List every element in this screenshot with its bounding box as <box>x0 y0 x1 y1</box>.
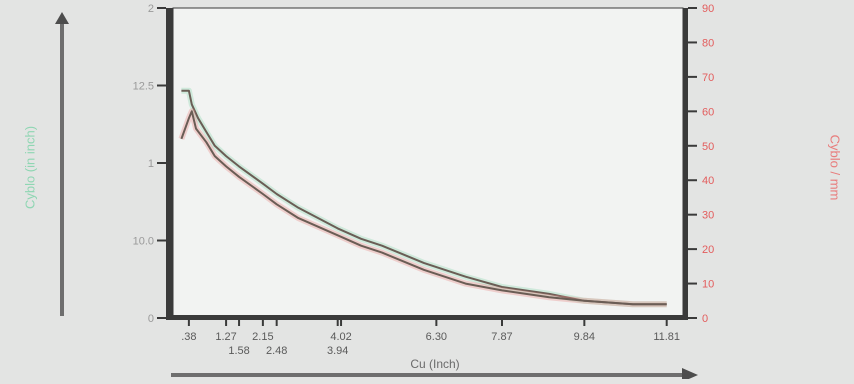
series-line <box>180 110 667 306</box>
plot-area <box>172 7 684 319</box>
x-tick-label: 9.84 <box>574 331 595 343</box>
x-tick-label: 2.15 <box>252 331 273 343</box>
right-frame-bar <box>683 8 688 318</box>
left-tick-label: 10.0 <box>133 236 154 248</box>
x-tick-label: 2.48 <box>266 345 287 357</box>
right-tick-label: 60 <box>702 106 714 118</box>
x-tick-label: 3.94 <box>327 345 348 357</box>
x-tick-label: 6.30 <box>426 331 447 343</box>
right-tick-label: 30 <box>702 210 714 222</box>
left-y-ticks: 0 10.0 1 12.5 2 <box>133 3 166 325</box>
x-tick-label: .38 <box>181 331 196 343</box>
bottom-axis-bar <box>171 373 686 377</box>
x-tick-label: 7.87 <box>491 331 512 343</box>
left-tick-label: 2 <box>148 3 154 15</box>
bottom-axis-arrow-icon <box>682 368 698 382</box>
x-tick-label: 11.81 <box>653 331 680 343</box>
series-layer <box>178 87 667 308</box>
right-tick-label: 0 <box>702 313 708 325</box>
right-tick-label: 40 <box>702 175 714 187</box>
x-ticks: .38 1.27 2.15 4.02 6.30 7.87 9.84 11.81 1.58 2.48… <box>181 318 680 357</box>
x-tick-label: 1.27 <box>215 331 236 343</box>
left-tick-label: 12.5 <box>133 81 154 93</box>
bottom-frame-bar <box>166 315 688 320</box>
y-axis-right-title: Cyblo / mm <box>827 134 843 201</box>
right-tick-label: 10 <box>702 279 714 291</box>
right-tick-label: 80 <box>702 37 714 49</box>
right-tick-label: 90 <box>702 3 714 15</box>
left-frame-bar <box>166 8 173 318</box>
left-tick-label: 1 <box>148 158 154 170</box>
series-line <box>181 89 667 306</box>
left-tick-label: 0 <box>148 313 154 325</box>
x-tick-label: 1.58 <box>228 345 249 357</box>
y-axis-left-title: Cyblo (in inch) <box>22 125 38 210</box>
right-tick-label: 70 <box>702 72 714 84</box>
left-axis-bar <box>60 22 64 316</box>
left-axis-arrow-icon <box>55 12 69 24</box>
right-tick-label: 20 <box>702 244 714 256</box>
x-axis-title: Cu (Inch) <box>410 357 460 371</box>
x-tick-label: 4.02 <box>330 331 351 343</box>
right-y-ticks: 0 10 20 30 40 50 60 70 80 90 <box>688 3 714 325</box>
right-tick-label: 50 <box>702 141 714 153</box>
